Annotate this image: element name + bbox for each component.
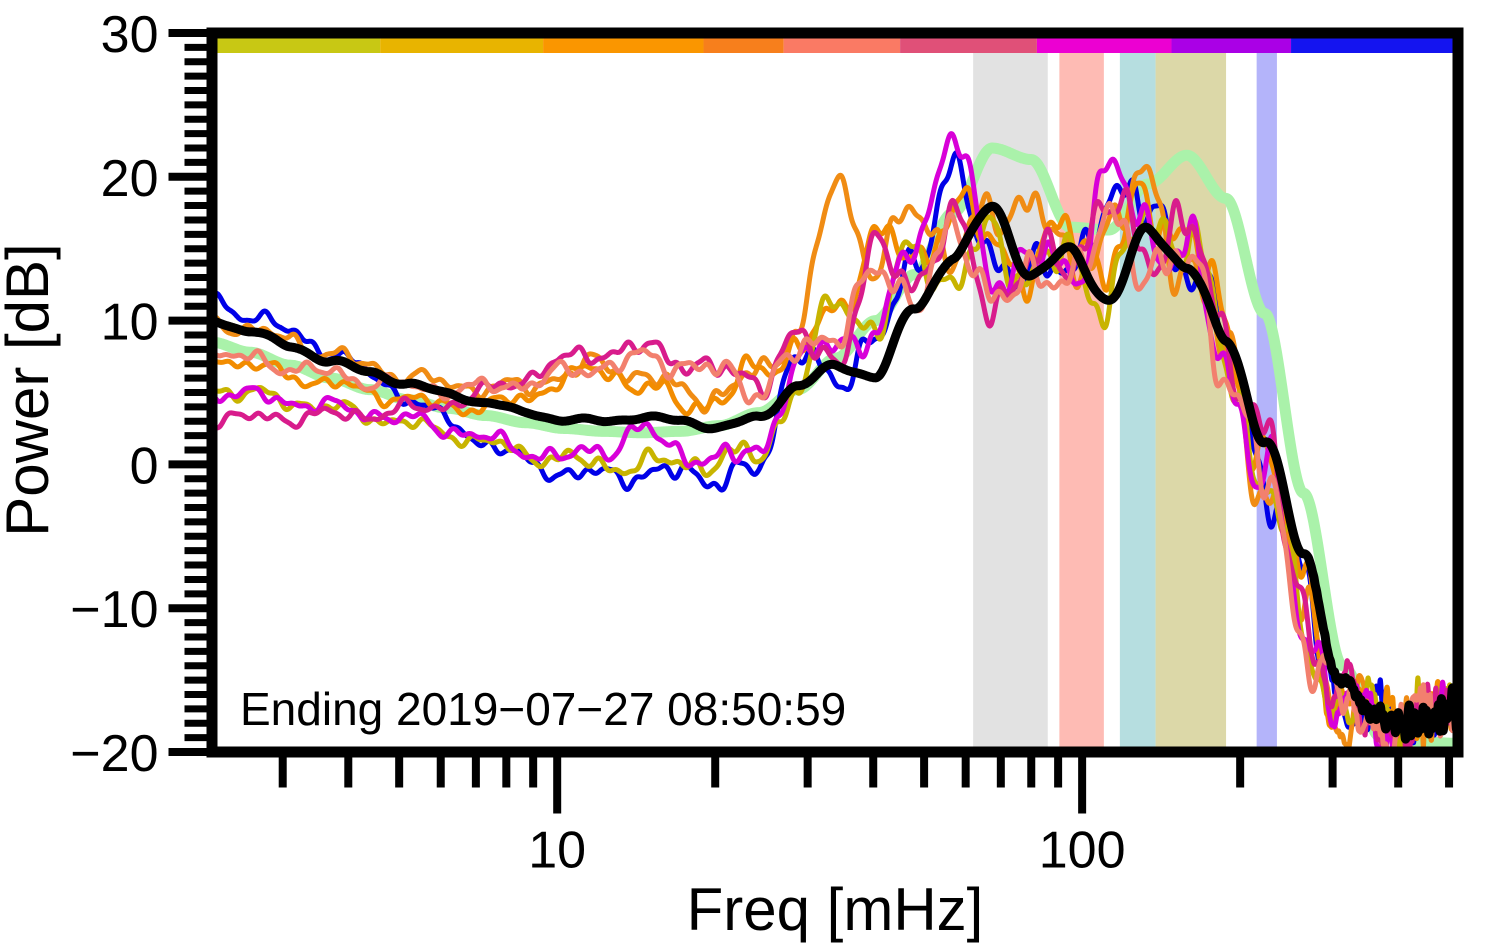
frame-bottom [206,746,1464,758]
axis-tick-labels-group: −20 −10 0 10 20 30 10 100 [70,6,1125,880]
band-pink [1059,43,1104,752]
colorbar-segment-8 [1291,38,1458,53]
colorbar-segment-6 [1036,38,1172,53]
x-tick-label-10: 10 [528,822,586,880]
y-tick-label--20: −20 [70,725,158,783]
y-axis-title: Power [dB] [0,243,61,536]
axes-frame [206,27,1464,758]
frame-top [206,27,1464,39]
y-tick-label-20: 20 [101,150,159,208]
colorbar-segment-2 [543,38,704,53]
ending-timestamp-annotation: Ending 2019−07−27 08:50:59 [240,683,846,735]
colorbar-segment-1 [380,38,544,53]
frame-right [1452,27,1464,758]
y-tick-label-0: 0 [130,437,159,495]
y-tick-label-10: 10 [101,294,159,352]
band-cyan [1119,43,1156,752]
y-tick-label-30: 30 [101,6,159,64]
colorbar-segment-7 [1171,38,1292,53]
series-mean [207,201,1463,744]
series-spectrum-magenta-a [209,131,1461,754]
band-khaki [1155,43,1227,752]
colorbar-segment-5 [900,38,1037,53]
x-axis-title: Freq [mHz] [687,876,984,943]
colorbar-segment-4 [783,38,901,53]
frequency-colorbar [212,38,1458,53]
colorbar-segment-0 [212,38,381,53]
frame-left [206,27,218,758]
colorbar-segment-3 [703,38,784,53]
series-spectrum-orange-a [209,163,1461,753]
band-purple [1256,43,1277,752]
series-spectrum-blue [209,150,1461,748]
spectra-series-group [206,131,1464,754]
x-tick-label-100: 100 [1039,822,1126,880]
axis-ticks-group [168,29,1454,814]
y-tick-label--10: −10 [70,581,158,639]
